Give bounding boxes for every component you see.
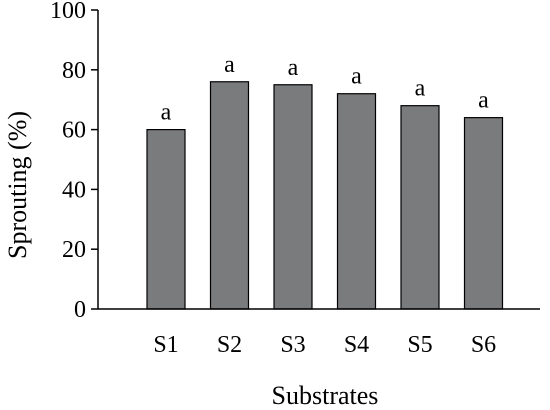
y-axis-label: Sprouting (%) bbox=[3, 111, 32, 259]
significance-letter: a bbox=[288, 55, 299, 81]
y-tick-label: 40 bbox=[62, 177, 86, 203]
x-tick-label: S2 bbox=[217, 332, 242, 358]
y-tick-label: 20 bbox=[62, 237, 86, 263]
x-axis: S1 S2 S3 S4 S5 S6 bbox=[98, 308, 540, 358]
x-tick-label: S4 bbox=[344, 332, 369, 358]
bar-s6 bbox=[463, 117, 504, 310]
y-tick-label: 100 bbox=[50, 0, 86, 24]
bar-s5 bbox=[400, 105, 440, 310]
bar-s3 bbox=[273, 84, 313, 310]
bars: a a a a a a bbox=[146, 52, 504, 310]
y-tick-label: 0 bbox=[74, 297, 86, 323]
significance-letter: a bbox=[351, 64, 362, 90]
x-tick-label: S5 bbox=[407, 332, 432, 358]
significance-letter: a bbox=[415, 76, 426, 102]
y-axis: 0 20 40 60 80 100 bbox=[50, 0, 99, 323]
bar-s1 bbox=[146, 129, 186, 310]
x-tick-label: S1 bbox=[153, 332, 178, 358]
y-tick-label: 60 bbox=[62, 118, 86, 144]
bar-s4 bbox=[336, 93, 377, 310]
significance-letter: a bbox=[161, 100, 172, 126]
bar-s2 bbox=[209, 81, 250, 310]
significance-letter: a bbox=[224, 52, 235, 78]
significance-letter: a bbox=[478, 88, 489, 114]
y-tick-label: 80 bbox=[62, 58, 86, 84]
x-axis-label: Substrates bbox=[272, 381, 379, 410]
x-tick-label: S6 bbox=[471, 332, 496, 358]
x-tick-label: S3 bbox=[280, 332, 305, 358]
